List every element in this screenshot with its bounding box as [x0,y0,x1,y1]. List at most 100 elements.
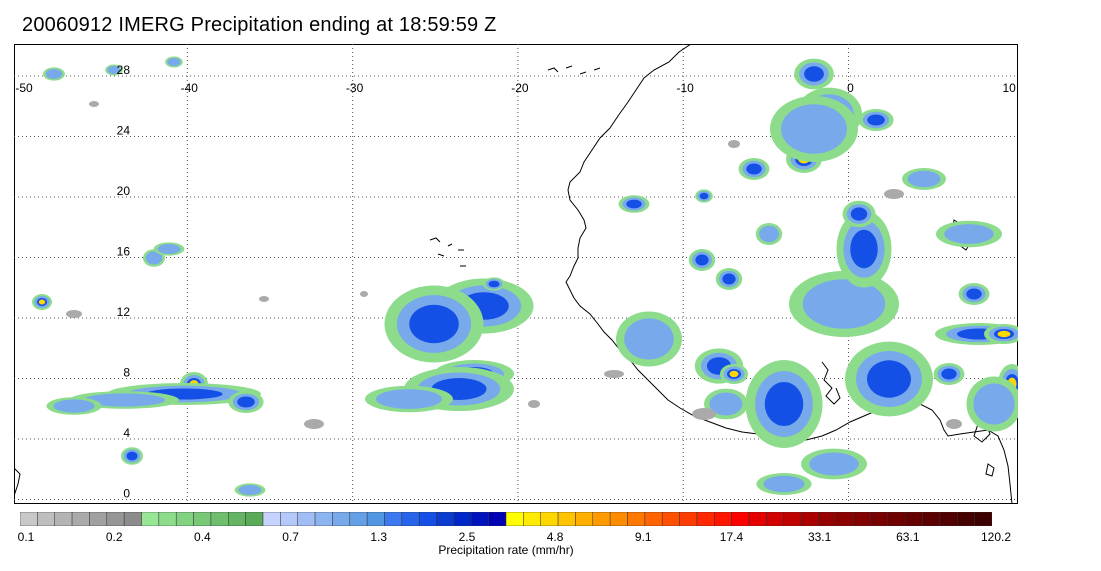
lon-tick-label: 0 [847,81,854,95]
precip-cell [946,419,962,429]
colorbar-swatch [696,512,715,526]
precip-cell [944,224,994,244]
precip-cell [624,318,674,360]
colorbar-swatch [766,512,784,526]
precip-cell [802,279,886,329]
colorbar-swatch [800,512,819,526]
colorbar-swatch [783,512,802,526]
lat-tick-label: 20 [117,184,131,198]
colorbar-swatch [141,512,160,526]
colorbar-swatch [523,512,541,526]
colorbar-swatch [644,512,663,526]
colorbar-tick-label: 63.1 [896,530,920,544]
colorbar-swatch [852,512,871,526]
colorbar-swatch [471,512,489,526]
precip-cell [763,475,805,493]
precipitation-map: -50 -40 -30 -20 -10 0 10 28 24 20 16 12 8 4 0 [14,44,1018,504]
colorbar-swatch [297,512,316,526]
colorbar-swatch [939,512,958,526]
precip-cell [973,383,1015,425]
lon-tick-label: -40 [181,81,199,95]
lat-tick-label: 0 [123,487,130,501]
colorbar-tick-label: 0.2 [105,530,123,544]
precip-cell [360,291,368,297]
colorbar-swatch [731,512,750,526]
precip-cell [722,273,736,285]
colorbar-swatch [714,512,732,526]
colorbar-swatch [332,512,351,526]
colorbar-swatch [627,512,646,526]
precip-cell [259,296,269,302]
precip-cell [759,225,779,243]
lon-tick-label: -30 [346,81,364,95]
colorbar-tick-label: 4.8 [546,530,564,544]
colorbar-tick-label: 0.1 [17,530,35,544]
colorbar-swatch [870,512,889,526]
colorbar-swatch [123,512,142,526]
colorbar-swatch [89,512,108,526]
precip-cell [850,207,868,221]
colorbar-swatch [262,512,281,526]
colorbar-swatch [922,512,941,526]
precip-cell [488,280,500,288]
precip-cell [764,382,804,426]
colorbar-swatch [54,512,73,526]
cape-verde-islands [429,237,466,267]
precip-cell [409,304,459,344]
colorbar-swatch [158,512,177,526]
colorbar [20,512,992,526]
precip-cell [376,389,442,409]
precip-cell [746,163,762,175]
colorbar-swatch [106,512,125,526]
colorbar-swatch [366,512,385,526]
colorbar-swatch [71,512,90,526]
precip-cell [728,140,740,148]
colorbar-swatch [818,512,837,526]
lat-tick-label: 12 [117,305,131,319]
colorbar-tick-label: 0.4 [194,530,211,544]
canary-islands [547,65,601,75]
precip-cell [626,199,642,209]
colorbar-swatch [609,512,628,526]
precip-cell [867,360,911,398]
precip-cell [53,399,95,413]
lon-tick-label: -50 [15,81,33,95]
colorbar-swatch [228,512,246,526]
precip-cell [884,189,904,199]
island-bioko [985,463,995,477]
colorbar-tick-labels: 0.1 0.2 0.4 0.7 1.3 2.5 4.8 9.1 17.4 33.1 63.1 120.… [0,530,1101,544]
lon-tick-label: 10 [1002,81,1016,95]
colorbar-swatch [957,512,975,526]
map-title: 20060912 IMERG Precipitation ending at 1… [22,14,497,36]
colorbar-swatch [314,512,333,526]
precip-cell [167,57,181,67]
colorbar-swatch [245,512,264,526]
colorbar-swatch [210,512,229,526]
colorbar-swatch [592,512,611,526]
precip-cell [781,104,847,154]
colorbar-swatch [436,512,455,526]
colorbar-swatch [661,512,680,526]
south-america-edge [14,467,21,497]
colorbar-swatch [384,512,403,526]
precip-cell [692,408,716,420]
lat-tick-label: 16 [117,245,131,259]
colorbar-tick-label: 0.7 [282,530,299,544]
precip-cell [966,288,982,300]
precip-cell [907,170,941,188]
precip-cell [709,392,743,416]
precip-cell [145,251,163,265]
precip-cell [695,254,709,266]
precipitation-cells [32,56,1018,497]
precip-cell [126,451,138,461]
colorbar-swatch [418,512,437,526]
colorbar-swatch [575,512,594,526]
colorbar-swatch [835,512,854,526]
colorbar-swatch [540,512,559,526]
precip-cell [237,396,255,408]
precip-cell [45,69,63,79]
precip-cell [304,419,324,429]
colorbar-swatch [488,512,507,526]
colorbar-tick-label: 33.1 [807,530,832,544]
precip-cell [82,393,166,407]
